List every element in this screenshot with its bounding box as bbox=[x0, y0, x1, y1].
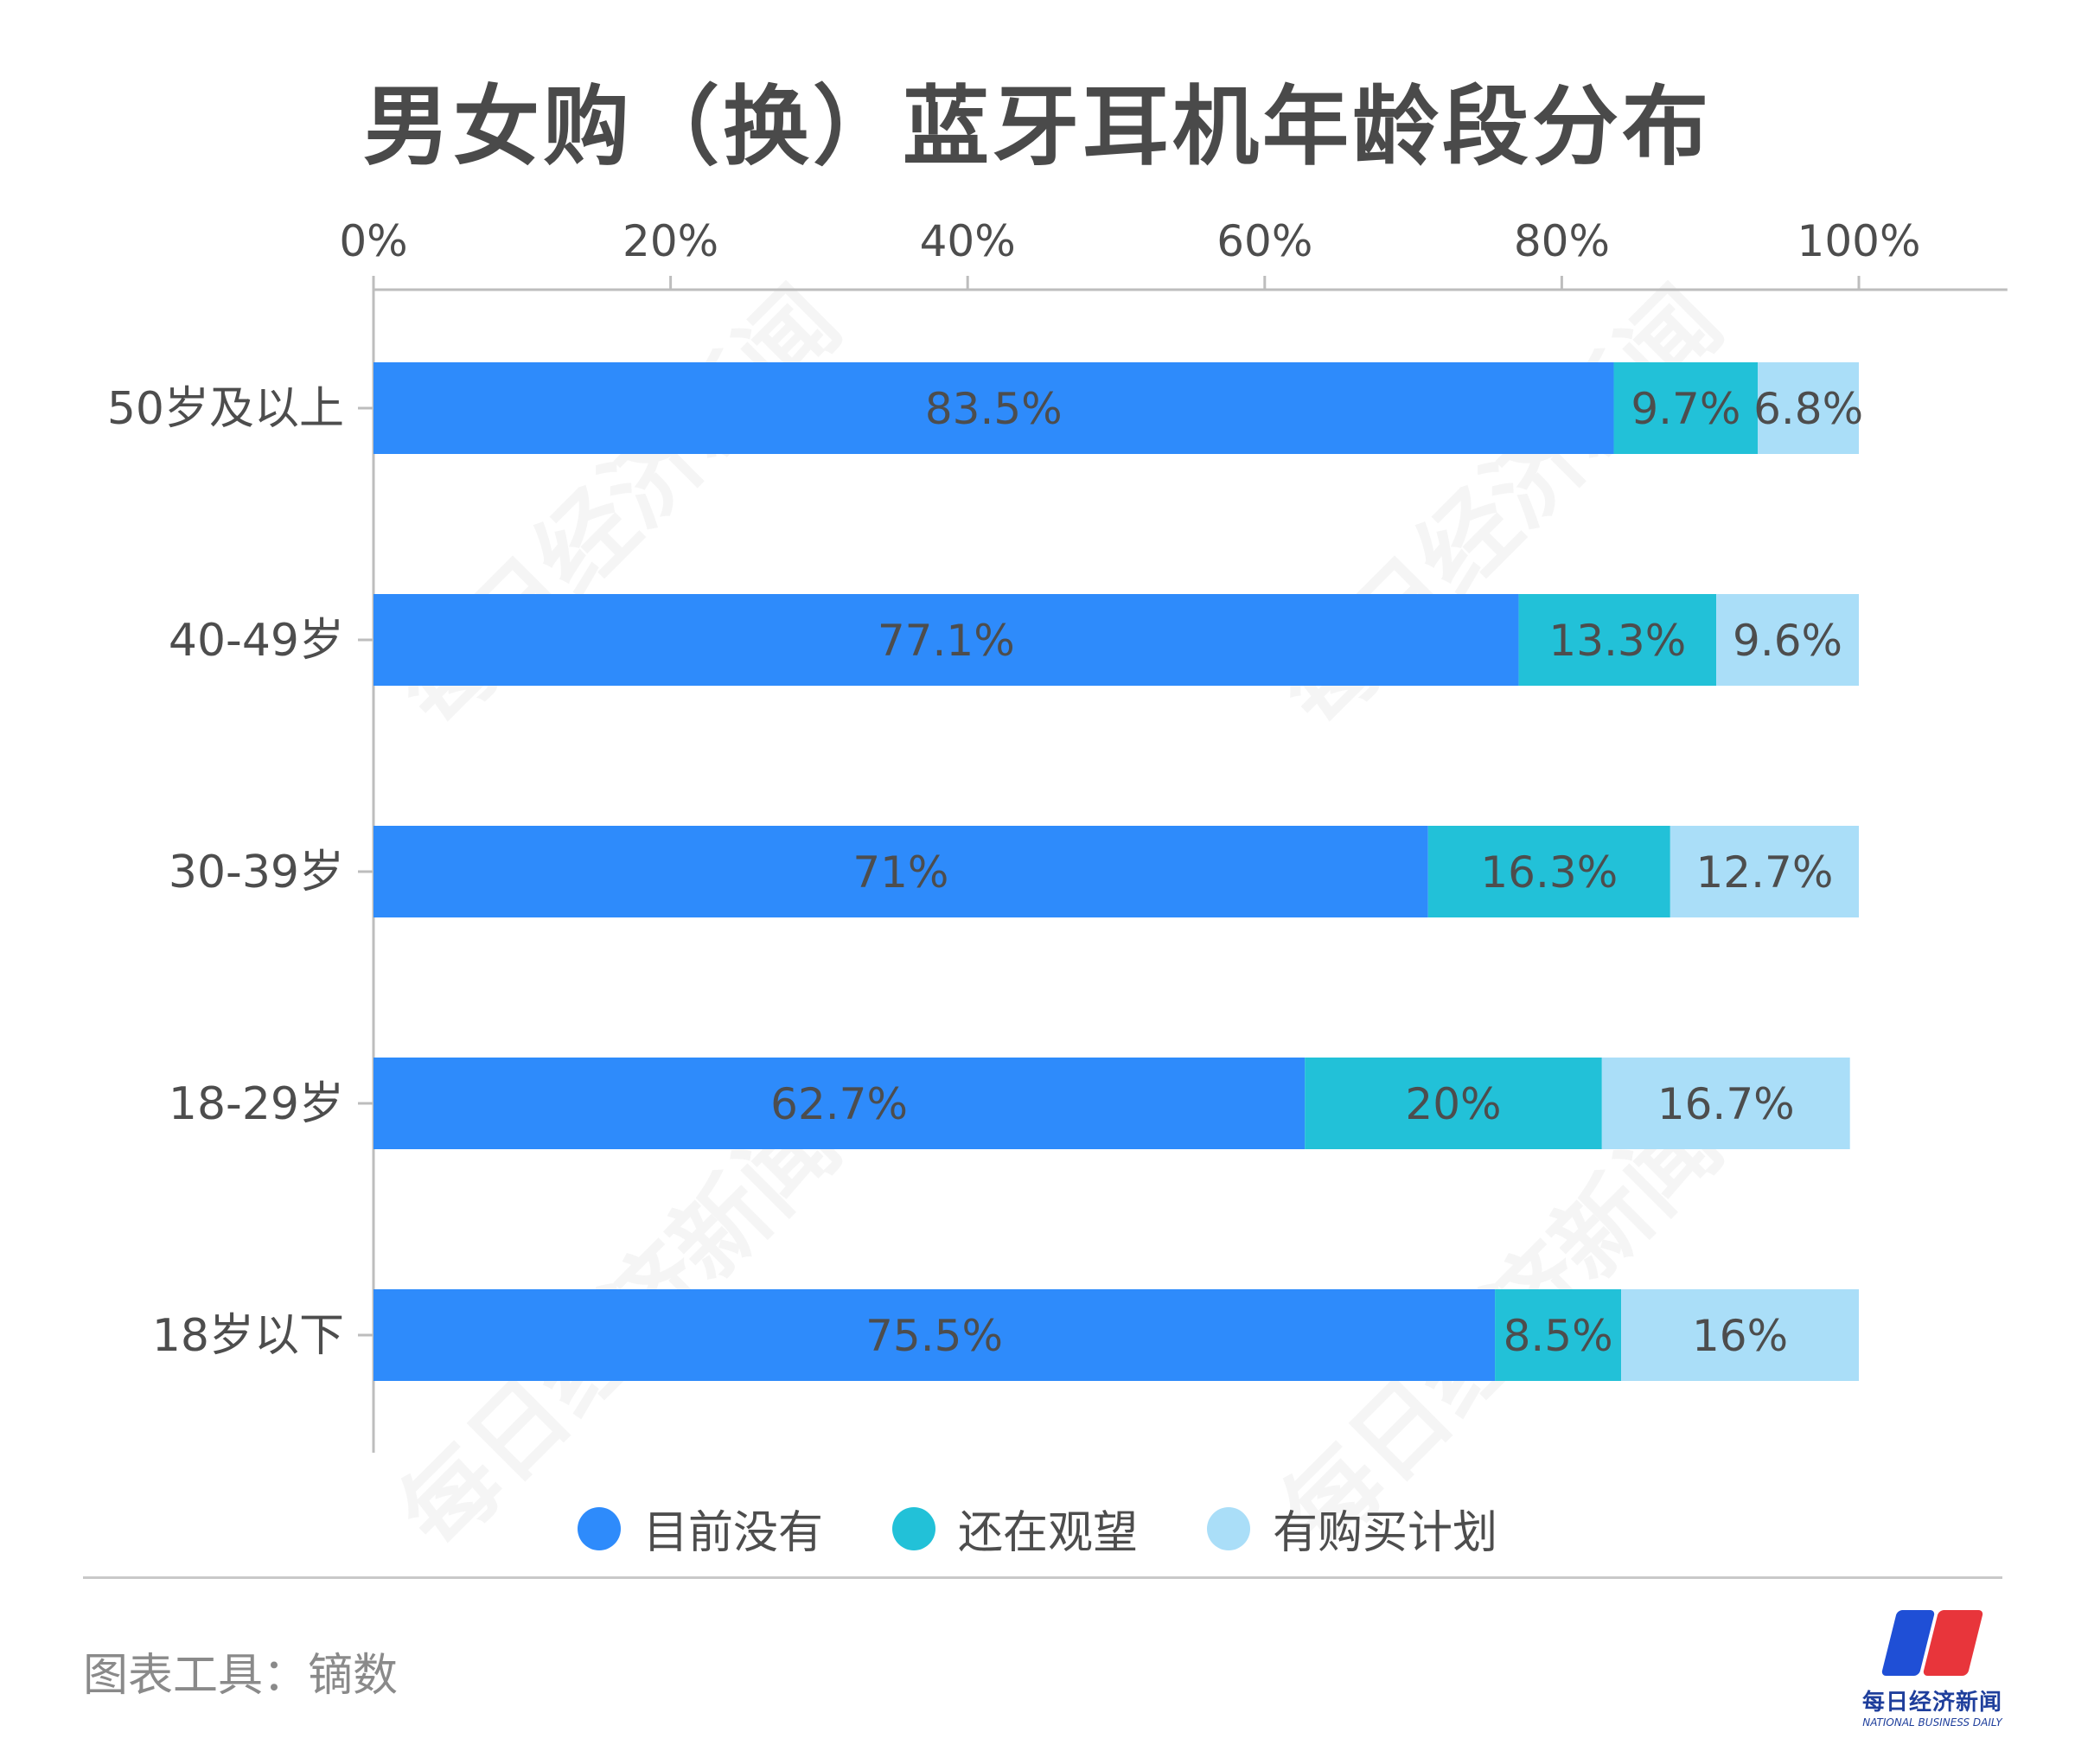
logo-text-cn: 每日经济新闻 bbox=[1861, 1690, 2002, 1716]
data-label: 71% bbox=[852, 847, 948, 898]
bar-segment bbox=[1716, 594, 1859, 686]
bar-segment bbox=[374, 826, 1428, 917]
data-label: 75.5% bbox=[865, 1311, 1003, 1361]
x-tick-label: 60% bbox=[1216, 216, 1312, 266]
x-tick-label: 80% bbox=[1514, 216, 1610, 266]
legend-swatch-no-plan bbox=[577, 1506, 621, 1550]
data-label: 9.7% bbox=[1631, 384, 1740, 434]
data-label: 6.8% bbox=[1753, 384, 1863, 434]
bar-segment bbox=[374, 1058, 1306, 1149]
data-label: 20% bbox=[1405, 1079, 1501, 1129]
data-label: 83.5% bbox=[925, 384, 1063, 434]
logo-text-en: NATIONAL BUSINESS DAILY bbox=[1862, 1716, 2002, 1729]
data-label: 13.3% bbox=[1548, 616, 1686, 666]
category-label: 30-39岁 bbox=[169, 847, 344, 898]
x-tick-label: 100% bbox=[1797, 216, 1921, 266]
x-tick-label: 20% bbox=[622, 216, 718, 266]
data-label: 16% bbox=[1692, 1311, 1788, 1361]
category-label: 40-49岁 bbox=[169, 615, 344, 667]
logo-mark-icon bbox=[1880, 1610, 1984, 1679]
source-note: 图表工具：镝数 bbox=[83, 1650, 399, 1702]
legend-item-watching[interactable]: 还在观望 bbox=[891, 1496, 1138, 1561]
bar-segment bbox=[374, 1289, 1496, 1381]
bar-segment bbox=[1670, 826, 1859, 917]
footer-divider bbox=[83, 1576, 2002, 1579]
legend-label: 目前没有 bbox=[642, 1507, 823, 1559]
chart-title: 男女购（换）蓝牙耳机年龄段分布 bbox=[363, 76, 1712, 177]
bar-segment bbox=[1518, 594, 1717, 686]
bar-segment bbox=[1427, 826, 1670, 917]
data-label: 16.7% bbox=[1657, 1079, 1795, 1129]
legend-swatch-watching bbox=[891, 1506, 935, 1550]
bar-segment bbox=[1758, 362, 1859, 454]
legend-label: 还在观望 bbox=[957, 1507, 1138, 1559]
legend-item-plan[interactable]: 有购买计划 bbox=[1207, 1496, 1497, 1561]
category-label: 50岁及以上 bbox=[107, 383, 344, 435]
data-label: 12.7% bbox=[1695, 847, 1833, 898]
bar-segment bbox=[1621, 1289, 1859, 1381]
x-tick-label: 0% bbox=[339, 216, 407, 266]
bar-segment bbox=[374, 362, 1614, 454]
category-label: 18-29岁 bbox=[169, 1078, 344, 1130]
category-label: 18岁以下 bbox=[152, 1310, 344, 1362]
bar-segment bbox=[1601, 1058, 1850, 1149]
data-label: 62.7% bbox=[770, 1079, 908, 1129]
legend-label: 有购买计划 bbox=[1273, 1507, 1498, 1559]
brand-logo: 每日经济新闻 NATIONAL BUSINESS DAILY bbox=[1837, 1610, 2027, 1729]
legend: 目前没有 还在观望 有购买计划 bbox=[0, 1496, 2075, 1561]
data-label: 77.1% bbox=[878, 616, 1015, 666]
x-tick-label: 40% bbox=[920, 216, 1016, 266]
bar-segment bbox=[374, 594, 1519, 686]
data-label: 16.3% bbox=[1480, 847, 1618, 898]
data-label: 8.5% bbox=[1504, 1311, 1613, 1361]
bar-segment bbox=[1305, 1058, 1602, 1149]
bar-segment bbox=[1613, 362, 1759, 454]
data-label: 9.6% bbox=[1733, 616, 1842, 666]
legend-swatch-plan bbox=[1207, 1506, 1250, 1550]
bar-segment bbox=[1495, 1289, 1622, 1381]
legend-item-no-plan[interactable]: 目前没有 bbox=[577, 1496, 823, 1561]
